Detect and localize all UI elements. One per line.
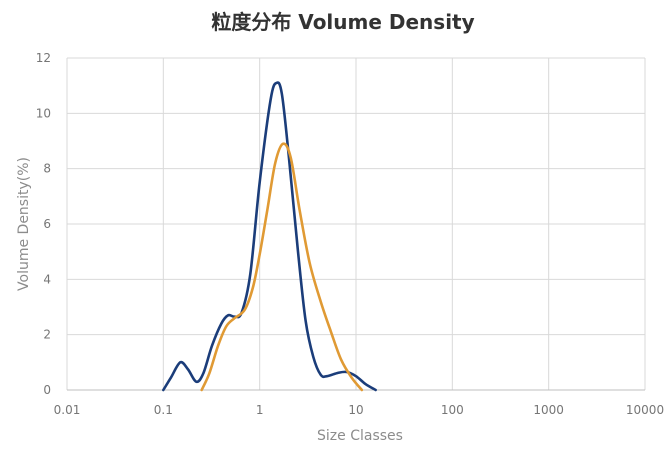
y-tick-label: 6 — [43, 217, 51, 231]
x-tick-label: 10000 — [626, 403, 664, 417]
chart-title: 粒度分布 Volume Density — [211, 10, 474, 34]
y-tick-label: 8 — [43, 162, 51, 176]
x-axis-label: Size Classes — [317, 428, 403, 444]
x-tick-label: 0.1 — [154, 403, 173, 417]
series-line-2 — [200, 142, 364, 392]
y-tick-label: 2 — [43, 328, 51, 342]
x-tick-label: 100 — [441, 403, 464, 417]
tick-labels: 0 2 4 6 8 10 12 0.01 0.1 1 10 100 1000 10000 — [36, 51, 664, 417]
x-tick-label: 1 — [256, 403, 264, 417]
y-tick-label: 12 — [36, 51, 51, 65]
data-series — [162, 81, 377, 392]
y-tick-label: 10 — [36, 106, 51, 120]
series-line-1 — [162, 81, 377, 392]
x-tick-label: 0.01 — [54, 403, 81, 417]
x-tick-label: 10 — [348, 403, 363, 417]
y-tick-label: 0 — [43, 383, 51, 397]
y-axis-label: Volume Density(%) — [16, 157, 32, 291]
y-tick-label: 4 — [43, 272, 51, 286]
gridlines — [66, 57, 646, 391]
x-tick-label: 1000 — [533, 403, 564, 417]
